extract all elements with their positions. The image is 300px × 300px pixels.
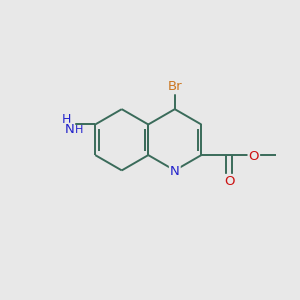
Text: O: O: [224, 175, 234, 188]
Text: Br: Br: [167, 80, 182, 93]
Text: N: N: [65, 123, 75, 136]
Text: H: H: [62, 113, 72, 126]
Text: N: N: [170, 165, 180, 178]
Text: O: O: [249, 150, 259, 163]
Text: H: H: [75, 125, 84, 135]
